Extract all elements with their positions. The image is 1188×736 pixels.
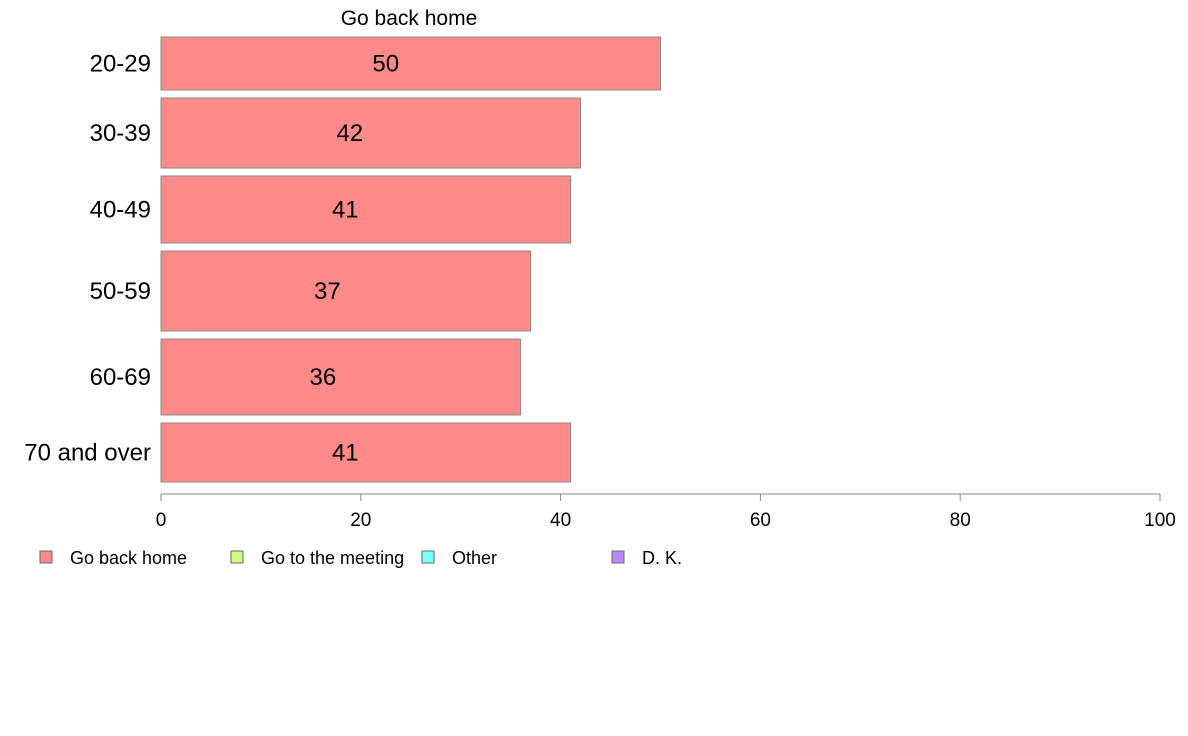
- category-label: 20-29: [90, 51, 151, 78]
- x-tick-label: 20: [350, 510, 371, 531]
- category-label: 50-59: [90, 278, 151, 305]
- bar: [160, 175, 572, 244]
- bar: [160, 422, 572, 483]
- legend: Go back home Go to the meeting Other D. K.: [39, 548, 682, 568]
- legend-swatch: [39, 550, 53, 564]
- category-label: 30-39: [90, 120, 151, 147]
- bar: [160, 97, 582, 169]
- legend-swatch: [421, 550, 435, 564]
- x-tick-label: 0: [156, 510, 167, 531]
- x-tick-label: 80: [950, 510, 971, 531]
- bar: [160, 36, 661, 91]
- bar-value-label: 42: [336, 120, 363, 147]
- category-label: 60-69: [90, 364, 151, 391]
- legend-label: Other: [452, 548, 497, 568]
- legend-label: Go back home: [70, 548, 187, 568]
- bar-value-label: 36: [309, 364, 336, 391]
- bar-value-label: 50: [372, 51, 399, 78]
- bar-value-label: 37: [314, 278, 341, 305]
- legend-swatch: [611, 550, 625, 564]
- bar-value-label: 41: [332, 197, 359, 224]
- bar-value-label: 41: [332, 440, 359, 467]
- x-tick-label: 40: [550, 510, 571, 531]
- legend-swatch: [230, 550, 244, 564]
- x-axis: 0 20 40 60 80 100: [156, 493, 1176, 531]
- x-tick-label: 60: [750, 510, 771, 531]
- legend-label: Go to the meeting: [261, 548, 404, 568]
- category-label: 40-49: [90, 197, 151, 224]
- legend-label: D. K.: [642, 548, 682, 568]
- chart-title: Go back home: [341, 7, 478, 30]
- x-tick-label: 100: [1144, 510, 1176, 531]
- category-label: 70 and over: [24, 440, 151, 467]
- bar: [160, 250, 532, 332]
- bar: [160, 338, 522, 416]
- bars-layer: 50 20-29 42 30-39 41 40-49 37 50-59 36 60-69 41 70 …: [24, 36, 661, 483]
